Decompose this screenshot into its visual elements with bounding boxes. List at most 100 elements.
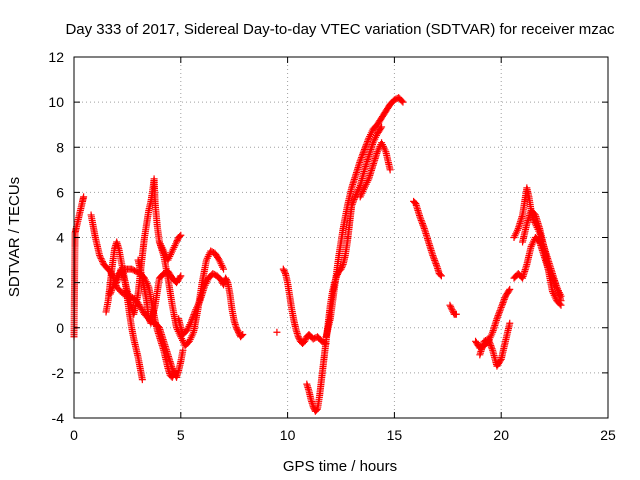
data-point [431,258,439,266]
data-point [98,258,106,266]
y-tick-label: 6 [56,184,64,200]
series-arc-g [155,238,228,350]
data-point [360,146,368,154]
data-point [505,287,513,295]
data-point [436,271,444,279]
data-point [416,213,424,221]
data-point [359,150,367,158]
data-point [80,193,88,201]
data-point [446,301,454,309]
data-point [191,309,199,317]
x-tick-label: 20 [493,427,509,443]
data-point [399,98,407,106]
data-point [497,303,505,311]
data-point [169,372,177,380]
data-point [106,290,114,298]
data-point [500,295,508,303]
data-point [173,237,181,245]
data-point [417,215,425,223]
data-point [98,256,106,264]
y-tick-label: 10 [48,94,64,110]
data-point [494,312,502,320]
x-tick-label: 0 [70,427,78,443]
data-point [294,333,302,341]
data-point [234,328,242,336]
series-arc-p [472,285,514,352]
data-point [430,255,438,263]
data-point [188,315,196,323]
data-point [234,327,242,335]
data-point [189,312,197,320]
y-tick-label: -4 [52,410,65,426]
data-point [485,337,493,345]
data-point [361,144,369,152]
data-point [418,220,426,228]
data-point [239,331,247,339]
data-point [499,299,507,307]
y-tick-label: 0 [56,320,64,336]
data-point [168,373,176,381]
series-arc-m [356,139,394,201]
data-point [170,370,178,378]
x-tick-label: 10 [280,427,296,443]
data-point [506,319,514,327]
data-point [432,260,440,268]
data-point [357,155,365,163]
data-point [108,285,116,293]
x-tick-label: 15 [387,427,403,443]
data-point [273,328,281,336]
data-point [362,141,370,149]
data-point [417,216,425,224]
data-point [496,307,504,315]
data-point [222,274,230,282]
data-point [177,231,185,239]
data-point [452,310,460,318]
data-point [378,123,386,131]
series-arc-i [273,328,281,336]
chart-title: Day 333 of 2017, Sidereal Day-to-day VTE… [65,21,615,38]
grid [74,57,608,418]
data-point [487,341,495,349]
data-point [447,303,455,311]
x-tick-label: 25 [600,427,616,443]
data-point [295,334,303,342]
data-point [360,147,368,155]
series-arc-t [519,206,565,309]
data-points [70,94,565,415]
data-point [486,338,494,346]
data-point [498,300,506,308]
data-point [170,369,178,377]
series-arc-q [476,319,514,370]
y-tick-label: 2 [56,275,64,291]
data-point [356,157,364,165]
data-point [220,265,228,273]
data-point [238,332,246,340]
data-point [301,337,309,345]
data-point [484,335,492,343]
y-tick-label: -2 [52,365,65,381]
data-point [419,221,427,229]
x-tick-label: 5 [177,427,185,443]
data-point [232,324,240,332]
data-point [496,357,504,365]
data-point [556,300,564,308]
data-point [350,195,358,203]
data-point [223,277,231,285]
data-point [495,310,503,318]
data-point [191,307,199,315]
data-point [495,308,503,316]
data-point [486,340,494,348]
data-point [448,306,456,314]
data-point [377,124,385,132]
y-tick-label: 12 [48,49,64,65]
data-point [351,194,359,202]
y-axis-label: SDTVAR / TECUs [6,177,23,297]
data-point [107,288,115,296]
data-point [177,272,185,280]
y-tick-label: 4 [56,230,64,246]
data-point [418,218,426,226]
data-point [138,376,146,384]
series-arc-f [134,256,185,327]
data-point [500,297,508,305]
